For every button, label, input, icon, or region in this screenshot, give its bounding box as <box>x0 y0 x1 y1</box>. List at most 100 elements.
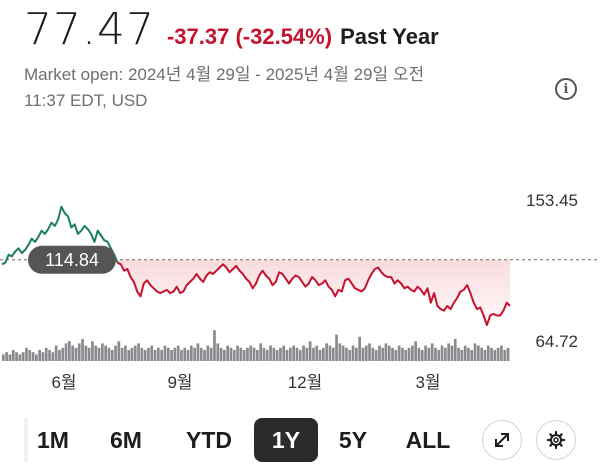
volume-bar <box>91 341 94 361</box>
volume-bar <box>219 347 223 361</box>
volume-bar <box>117 341 121 361</box>
volume-bar <box>74 347 78 361</box>
range-ytd[interactable]: YTD <box>186 426 232 453</box>
volume-bar <box>477 345 480 361</box>
volume-bar <box>394 350 398 361</box>
volume-bar <box>272 347 276 361</box>
price-line-above <box>1 205 119 266</box>
volume-bar <box>31 352 35 361</box>
volume-bar <box>420 350 424 361</box>
volume-bar <box>124 345 127 361</box>
volume-bar <box>183 347 187 361</box>
volume-bar <box>325 343 328 361</box>
volume-bar <box>473 343 477 361</box>
volume-bar <box>486 345 490 361</box>
volume-bar <box>114 345 117 361</box>
volume-bar <box>206 345 210 361</box>
volume-bar <box>298 350 302 361</box>
volume-bar <box>275 350 279 361</box>
range-all[interactable]: ALL <box>405 426 451 453</box>
volume-bar <box>355 347 358 361</box>
volume-bar <box>437 350 441 361</box>
settings-button[interactable] <box>536 420 576 460</box>
range-1m[interactable]: 1M <box>37 426 69 453</box>
volume-bar <box>427 347 431 361</box>
volume-bar <box>364 345 368 361</box>
volume-bar <box>259 343 262 361</box>
volume-bar <box>496 347 500 361</box>
volume-bar <box>41 352 45 361</box>
gear-icon <box>546 430 566 450</box>
volume-bar <box>252 347 256 361</box>
volume-bar <box>147 347 150 361</box>
volume-bar <box>143 350 147 361</box>
volume-bar <box>434 347 437 361</box>
range-1y[interactable]: 1Y <box>254 418 318 462</box>
volume-bar <box>170 350 173 361</box>
volume-bar <box>196 343 200 361</box>
volume-bar <box>25 347 28 361</box>
range-6m[interactable]: 6M <box>110 426 142 453</box>
volume-bar <box>289 347 292 361</box>
volume-bar <box>5 352 8 361</box>
volume-bar <box>249 345 253 361</box>
volume-bar <box>140 347 144 361</box>
volume-bar <box>216 343 220 361</box>
expand-button[interactable] <box>482 420 522 460</box>
volume-bar <box>401 347 404 361</box>
volume-bar <box>77 343 81 361</box>
volume-bar <box>120 347 124 361</box>
volume-bar <box>133 345 137 361</box>
volume-bar <box>8 354 12 361</box>
volume-bar <box>199 347 203 361</box>
volume-bar <box>127 350 131 361</box>
range-5y[interactable]: 5Y <box>338 426 368 453</box>
volume-bar <box>226 345 229 361</box>
volume-bar <box>483 350 487 361</box>
volume-bar <box>285 350 289 361</box>
reference-badge-bg <box>28 245 116 274</box>
volume-bar <box>173 347 177 361</box>
volume-bar <box>193 347 196 361</box>
volume-bar <box>460 350 464 361</box>
info-icon[interactable]: i <box>555 78 577 100</box>
range-selector: 1M 6M YTD 1Y 5Y ALL <box>24 418 584 464</box>
reference-label: 114.84 <box>45 250 99 270</box>
volume-bar <box>500 345 503 361</box>
volume-bar <box>322 347 325 361</box>
reference-badge: 114.84 <box>28 245 116 274</box>
volume-bar <box>130 347 134 361</box>
volume-bar <box>94 345 98 361</box>
volume-bar <box>160 350 163 361</box>
volume-bar <box>341 345 345 361</box>
volume-bar <box>318 350 322 361</box>
volume-bar <box>58 350 61 361</box>
volume-bars <box>2 330 510 361</box>
x-axis-label-dec: 12월 <box>288 373 323 392</box>
volume-bar <box>153 350 157 361</box>
price-change: -37.37 (-32.54%) <box>166 24 333 49</box>
volume-bar <box>256 350 259 361</box>
x-axis-label-mar: 3월 <box>415 373 440 392</box>
volume-bar <box>137 343 140 361</box>
x-axis-label-jun: 6월 <box>51 373 76 392</box>
volume-bar <box>203 350 206 361</box>
volume-bar <box>51 352 55 361</box>
x-axis-label-sep: 9월 <box>167 373 192 392</box>
volume-bar <box>414 341 417 361</box>
volume-bar <box>348 350 352 361</box>
volume-bar <box>387 345 391 361</box>
volume-bar <box>470 350 474 361</box>
volume-bar <box>44 347 48 361</box>
volume-bar <box>440 345 444 361</box>
volume-bar <box>378 345 381 361</box>
volume-bar <box>2 354 5 361</box>
volume-bar <box>384 343 388 361</box>
volume-bar <box>381 347 385 361</box>
volume-bar <box>229 347 233 361</box>
volume-bar <box>150 345 154 361</box>
volume-bar <box>447 343 450 361</box>
volume-bar <box>242 350 246 361</box>
volume-bar <box>506 347 510 361</box>
